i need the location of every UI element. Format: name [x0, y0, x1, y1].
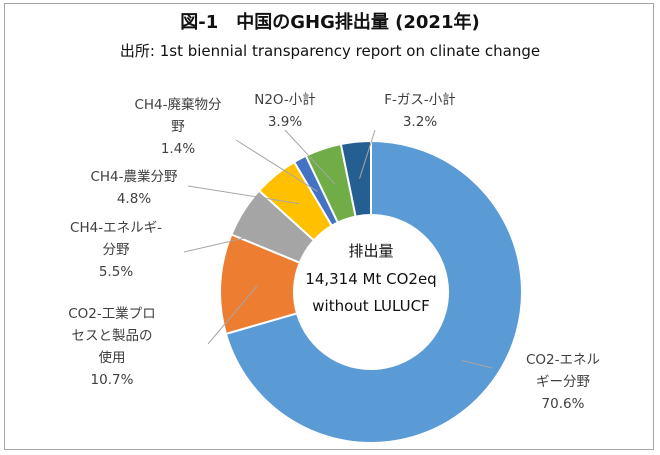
slice-name-0-1: ギー分野 — [536, 374, 590, 390]
slice-label-5: N2O-小計 3.9% — [254, 92, 316, 130]
slice-label-2: CH4-エネルギ- 分野 5.5% — [70, 220, 162, 280]
slice-name-3-0: CH4-農業分野 — [90, 169, 178, 185]
center-label-line-1: 排出量 — [348, 242, 393, 260]
leader-line-6 — [359, 129, 376, 179]
slice-name-2-1: 分野 — [103, 242, 130, 258]
slice-label-6: F-ガス-小計 3.2% — [384, 92, 456, 130]
leader-line-4 — [235, 139, 318, 192]
chart-subtitle: 出所: 1st biennial transparency report on … — [119, 42, 541, 60]
slice-label-1: CO2-工業プロセスと製品の使用 10.7% — [68, 306, 156, 388]
slice-name-1-1: セスと製品の — [72, 328, 153, 344]
slice-label-3: CH4-農業分野 4.8% — [90, 169, 178, 207]
slice-0 — [224, 139, 523, 444]
slice-percent-0: 70.6% — [542, 396, 585, 412]
slice-percent-5: 3.9% — [268, 114, 302, 130]
chart-title: 図-1 中国のGHG排出量 (2021年) — [180, 12, 480, 33]
leader-line-0 — [461, 360, 493, 369]
slice-name-1-2: 使用 — [99, 349, 126, 366]
leader-line-1 — [207, 285, 258, 345]
slice-label-4: CH4-廃棄物分野 1.4% — [134, 96, 221, 157]
slice-name-5-0: N2O-小計 — [254, 92, 316, 108]
slice-6 — [339, 139, 372, 218]
slice-name-4-1: 野 — [171, 119, 185, 135]
slice-name-4-0: CH4-廃棄物分 — [134, 96, 221, 113]
slice-percent-3: 4.8% — [117, 191, 151, 207]
slice-percent-2: 5.5% — [99, 264, 133, 280]
leader-line-3 — [187, 185, 300, 205]
slice-label-0: CO2-エネルギー分野 70.6% — [526, 352, 600, 412]
slice-percent-6: 3.2% — [403, 114, 437, 130]
center-label-line-2: 14,314 Mt CO2eq — [305, 270, 436, 288]
slice-name-6-0: F-ガス-小計 — [384, 92, 456, 108]
slice-name-0-0: CO2-エネル — [526, 352, 600, 368]
center-label-line-3: without LULUCF — [312, 297, 429, 315]
slice-name-1-0: CO2-工業プロ — [68, 306, 156, 322]
leader-line-5 — [284, 129, 336, 185]
slice-percent-4: 1.4% — [161, 141, 195, 157]
slice-percent-1: 10.7% — [91, 372, 134, 388]
leader-line-2 — [183, 230, 275, 253]
slice-name-2-0: CH4-エネルギ- — [70, 220, 162, 236]
